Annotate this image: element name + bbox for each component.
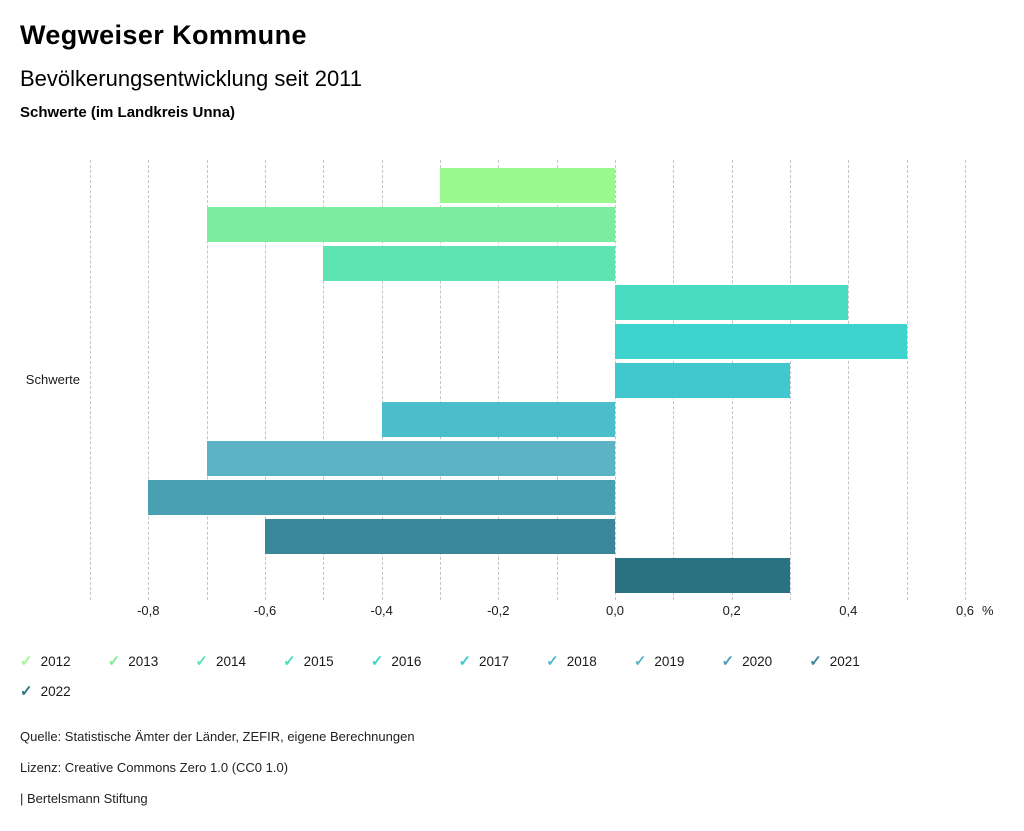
- x-tick-label: -0,6: [253, 603, 277, 618]
- legend-item-2019[interactable]: ✓ 2019: [634, 654, 722, 669]
- source-text: Quelle: Statistische Ämter der Länder, Z…: [20, 729, 415, 744]
- gridline: [906, 160, 908, 600]
- x-tick-label: 0,6: [955, 603, 975, 618]
- legend-item-2015[interactable]: ✓ 2015: [283, 654, 371, 669]
- plot-area: [90, 160, 1020, 600]
- chart-title: Bevölkerungsentwicklung seit 2011: [20, 66, 363, 91]
- legend-year-label: 2022: [40, 684, 71, 699]
- gridline: [498, 160, 500, 600]
- legend: ✓ 2012 ✓ 2013 ✓ 2014 ✓ 2015 ✓ 2016 ✓ 2017 ✓ 2018 ✓ 2019…: [20, 654, 915, 699]
- legend-year-label: 2017: [479, 654, 510, 669]
- legend-year-label: 2016: [391, 654, 422, 669]
- x-axis-unit: %: [982, 603, 994, 618]
- gridline: [148, 160, 150, 600]
- bar-2014[interactable]: [323, 246, 615, 281]
- x-axis: -0,8 -0,6 -0,4 -0,2 0,0 0,2 0,4 0,6%: [90, 603, 1020, 621]
- attribution-text: | Bertelsmann Stiftung: [20, 791, 148, 806]
- checkmark-icon: ✓: [20, 683, 33, 700]
- page-title: Wegweiser Kommune: [20, 20, 307, 50]
- y-axis-label: Schwerte: [25, 372, 80, 387]
- checkmark-icon: ✓: [107, 653, 121, 670]
- checkmark-icon: ✓: [458, 653, 472, 670]
- checkmark-icon: ✓: [20, 653, 33, 670]
- legend-item-2013[interactable]: ✓ 2013: [108, 654, 196, 669]
- checkmark-icon: ✓: [283, 653, 296, 670]
- bar-2016[interactable]: [615, 324, 907, 359]
- bar-2012[interactable]: [440, 168, 615, 203]
- gridline: [440, 160, 441, 600]
- gridline: [556, 160, 558, 600]
- bar-2013[interactable]: [206, 207, 615, 242]
- legend-year-label: 2020: [742, 654, 773, 669]
- x-tick-label: 0,2: [722, 603, 741, 618]
- gridline: [323, 160, 325, 600]
- bar-2022[interactable]: [615, 558, 790, 593]
- x-tick-label: -0,8: [137, 603, 160, 618]
- legend-item-2017[interactable]: ✓ 2017: [458, 654, 546, 669]
- legend-year-label: 2021: [829, 654, 860, 669]
- bar-2021[interactable]: [265, 519, 615, 554]
- legend-year-label: 2014: [215, 654, 246, 669]
- legend-item-2012[interactable]: ✓ 2012: [20, 654, 108, 669]
- x-tick-label: 0,0: [605, 603, 625, 618]
- checkmark-icon: ✓: [370, 653, 384, 670]
- bar-2017[interactable]: [615, 363, 790, 398]
- gridline: [790, 160, 791, 600]
- gridline: [965, 160, 966, 600]
- x-tick-label: -0,2: [487, 603, 510, 618]
- legend-item-2014[interactable]: ✓ 2014: [195, 654, 283, 669]
- legend-item-2021[interactable]: ✓ 2021: [809, 654, 897, 669]
- bar-2018[interactable]: [381, 402, 615, 437]
- checkmark-icon: ✓: [721, 653, 735, 670]
- legend-item-2020[interactable]: ✓ 2020: [722, 654, 810, 669]
- checkmark-icon: ✓: [195, 653, 208, 670]
- chart-region-label: Schwerte (im Landkreis Unna): [20, 104, 236, 121]
- bar-2020[interactable]: [148, 480, 615, 515]
- gridline: [848, 160, 850, 600]
- gridline: [90, 160, 91, 600]
- x-tick-label: 0,4: [839, 603, 858, 618]
- gridline: [381, 160, 383, 600]
- bar-2019[interactable]: [206, 441, 615, 476]
- gridline: [206, 160, 208, 600]
- legend-item-2016[interactable]: ✓ 2016: [371, 654, 459, 669]
- legend-year-label: 2012: [40, 654, 71, 669]
- license-text: Lizenz: Creative Commons Zero 1.0 (CC0 1…: [20, 760, 289, 775]
- legend-year-label: 2019: [654, 654, 685, 669]
- bar-2015[interactable]: [615, 285, 849, 320]
- checkmark-icon: ✓: [546, 653, 559, 670]
- checkmark-icon: ✓: [633, 653, 647, 670]
- legend-item-2022[interactable]: ✓ 2022: [20, 684, 108, 699]
- legend-year-label: 2013: [128, 654, 159, 669]
- legend-year-label: 2018: [566, 654, 597, 669]
- checkmark-icon: ✓: [809, 653, 822, 670]
- legend-item-2018[interactable]: ✓ 2018: [546, 654, 634, 669]
- gridline: [265, 160, 266, 600]
- x-tick-label: -0,4: [370, 603, 393, 618]
- legend-year-label: 2015: [303, 654, 334, 669]
